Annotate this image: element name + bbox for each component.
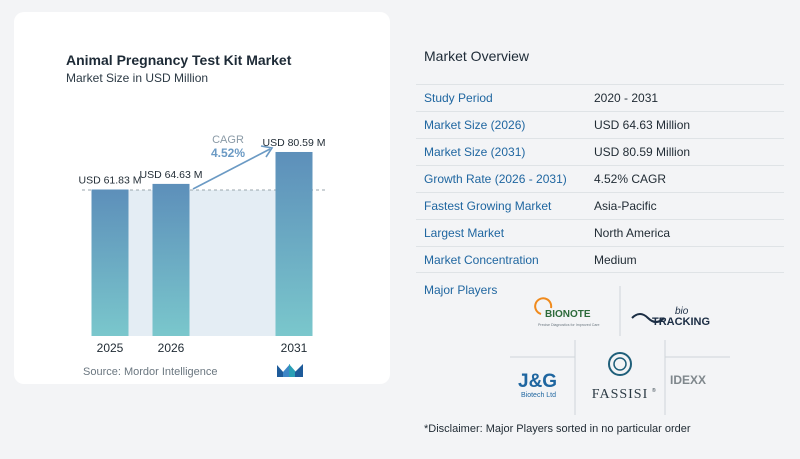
value-label-2026: USD 64.63 M: [139, 169, 202, 181]
overview-row: Largest Market North America: [416, 219, 784, 246]
biotracking-logo: bio TRACKING: [631, 306, 710, 328]
x-tick-label-2026: 2026: [158, 341, 185, 355]
overview-label: Market Size (2026): [424, 118, 526, 132]
x-tick-label-2025: 2025: [97, 341, 124, 355]
idexx-name: IDEXX: [670, 373, 706, 387]
overview-label: Growth Rate (2026 - 2031): [424, 172, 567, 186]
major-players-label: Major Players: [424, 283, 498, 297]
biotracking-prefix: bio: [675, 306, 689, 317]
fassisi-logo: FASSISI ®: [592, 352, 656, 402]
cagr-value: 4.52%: [211, 146, 245, 160]
overview-label: Fastest Growing Market: [424, 199, 552, 213]
fassisi-mark: ®: [652, 387, 656, 394]
overview-row: Study Period 2020 - 2031: [416, 84, 784, 111]
biotracking-wave-icon: [631, 313, 665, 323]
disclaimer-text: *Disclaimer: Major Players sorted in no …: [424, 423, 691, 435]
bar-2031: [275, 151, 313, 336]
overview-value: Asia-Pacific: [594, 199, 657, 213]
cagr-label: CAGR: [212, 134, 244, 146]
overview-table: Study Period 2020 - 2031 Market Size (202…: [416, 84, 784, 273]
overview-label: Study Period: [424, 91, 493, 105]
overview-row: Fastest Growing Market Asia-Pacific: [416, 192, 784, 219]
overview-row: Market Concentration Medium: [416, 246, 784, 273]
source-text: Source: Mordor Intelligence: [83, 366, 218, 378]
value-label-2025: USD 61.83 M: [78, 175, 141, 187]
jg-main: J&G: [518, 371, 557, 392]
idexx-logo: IDEXX: [670, 373, 706, 387]
overview-value: North America: [594, 226, 671, 240]
fassisi-mark-icon: [608, 352, 632, 376]
chart-subtitle: Market Size in USD Million: [66, 71, 209, 85]
bionote-name: BIONOTE: [545, 309, 591, 320]
overview-value: Medium: [594, 253, 637, 267]
overview-value: 2020 - 2031: [594, 91, 659, 105]
cagr-arrow-line: [192, 148, 271, 190]
bar-2026: [152, 183, 190, 336]
jg-biotech-logo: J&G Biotech Ltd: [518, 371, 557, 399]
bionote-tagline: Precise Diagnostics for Improved Care: [538, 323, 600, 327]
overview-value: USD 80.59 Million: [594, 145, 691, 159]
overview-label: Market Size (2031): [424, 145, 526, 159]
jg-sub: Biotech Ltd: [521, 392, 556, 399]
overview-value: USD 64.63 Million: [594, 118, 691, 132]
value-label-2031: USD 80.59 M: [262, 137, 325, 149]
overview-title: Market Overview: [424, 48, 530, 64]
cagr-arrowhead: [260, 145, 274, 158]
x-tick-label-2031: 2031: [281, 341, 308, 355]
fassisi-name: FASSISI: [592, 387, 649, 402]
chart-title: Animal Pregnancy Test Kit Market: [66, 52, 292, 68]
overview-row: Market Size (2031) USD 80.59 Million: [416, 138, 784, 165]
overview-value: 4.52% CAGR: [594, 172, 667, 186]
overview-label: Largest Market: [424, 226, 505, 240]
bionote-logo: BIONOTE Precise Diagnostics for Improved…: [534, 297, 600, 327]
bar-2025: [91, 189, 129, 336]
overview-label: Market Concentration: [424, 253, 539, 267]
mordor-logo-icon: [277, 364, 303, 377]
overview-row: Growth Rate (2026 - 2031) 4.52% CAGR: [416, 165, 784, 192]
biotracking-main: TRACKING: [652, 316, 710, 328]
overview-row: Market Size (2026) USD 64.63 Million: [416, 111, 784, 138]
